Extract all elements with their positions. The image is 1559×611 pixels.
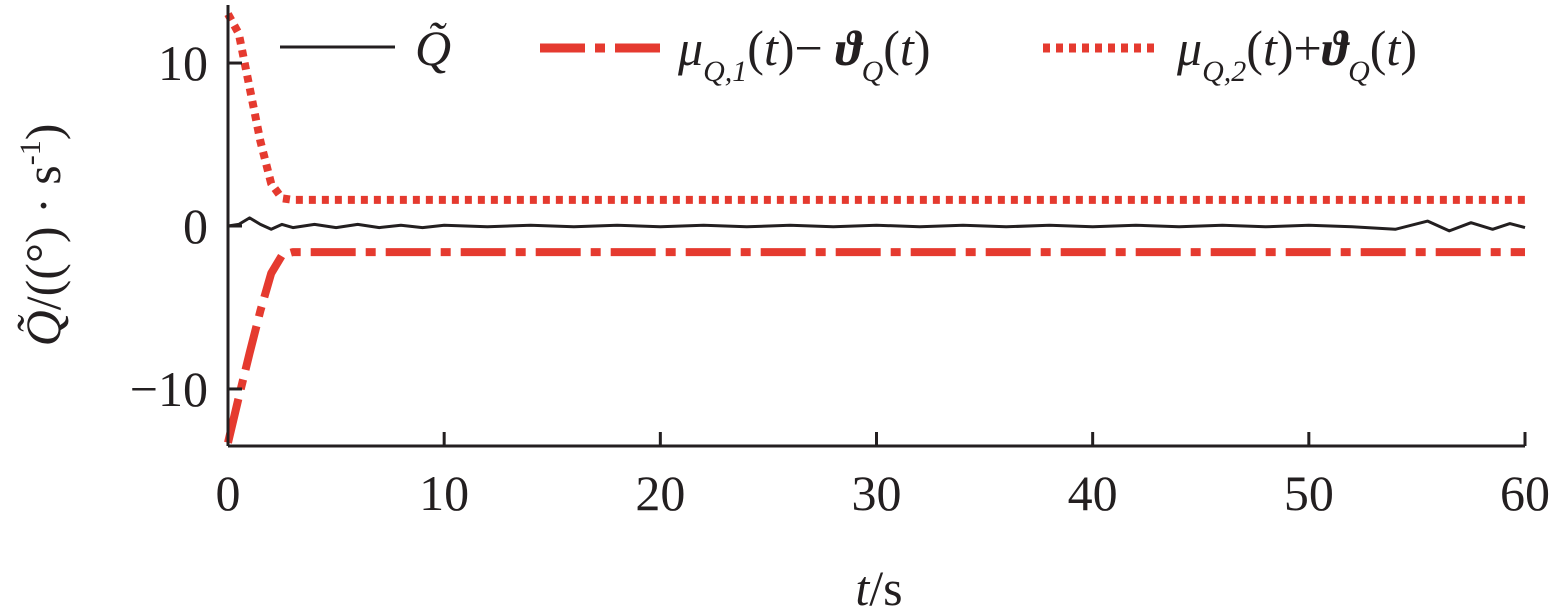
legend-item-mu-q2-plus-theta: μQ,2(t)+ϑQ(t) [1043, 20, 1417, 88]
x-tick-label: 30 [852, 465, 902, 521]
y-axis: −10 0 10 [130, 5, 242, 446]
x-tick-label: 40 [1068, 465, 1118, 521]
legend-label-mu-q2-plus-theta: μQ,2(t)+ϑQ(t) [1176, 20, 1417, 88]
y-tick-label: −10 [130, 361, 208, 417]
x-tick-label: 20 [635, 465, 685, 521]
x-axis-title: t/s [855, 560, 902, 611]
x-tick-label: 10 [419, 465, 469, 521]
x-tick-label: 0 [216, 465, 241, 521]
legend-item-mu-q1-minus-theta: μQ,1(t)− ϑQ(t) [540, 20, 930, 88]
legend-item-q-tilde: Q̃ [280, 20, 451, 76]
series-q-tilde-line [227, 216, 1526, 233]
plot-area [224, 12, 1526, 444]
y-axis-title-unit: /((°) · s [15, 165, 71, 310]
y-tick-label: 10 [158, 35, 208, 91]
legend: Q̃ μQ,1(t)− ϑQ(t) μQ,2(t)+ϑQ(t) [280, 20, 1417, 88]
x-axis-title-unit: /s [869, 560, 902, 611]
x-axis: 0 10 20 30 40 50 60 [216, 432, 1550, 521]
x-tick-label: 50 [1284, 465, 1334, 521]
x-axis-title-var: t [855, 560, 870, 611]
series-mu-q2-plus-theta-line [224, 12, 1525, 204]
x-tick-label: 60 [1500, 465, 1550, 521]
series-mu-q1-minus-theta-line [224, 248, 1525, 444]
y-tick-label: 0 [183, 198, 208, 254]
legend-label-q-tilde: Q̃ [415, 20, 451, 76]
y-axis-title: Q̃/((°) · s-1) [14, 124, 71, 347]
legend-label-mu-q1-minus-theta: μQ,1(t)− ϑQ(t) [677, 20, 930, 88]
y-axis-title-exponent: -1 [14, 140, 47, 165]
y-axis-title-close: ) [15, 124, 71, 141]
y-axis-title-var: Q̃ [15, 310, 71, 346]
